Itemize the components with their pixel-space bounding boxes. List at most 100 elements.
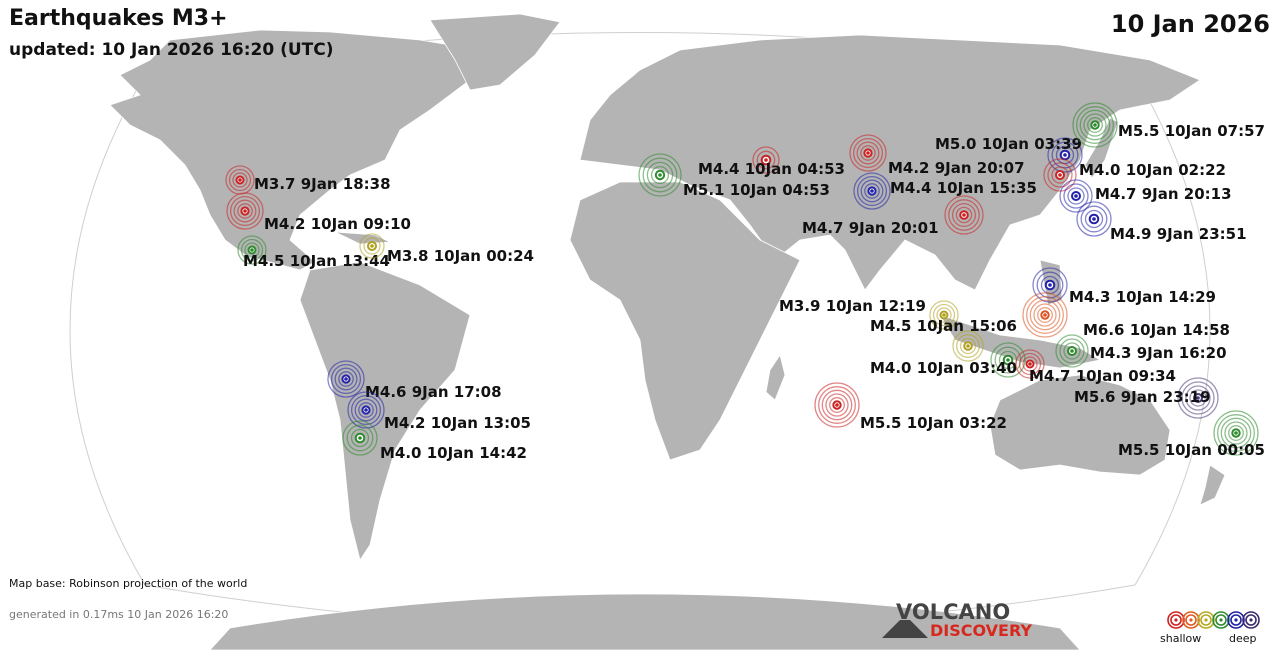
quake-marker[interactable]: M5.0 10Jan 03:39 (935, 135, 1083, 173)
quake-ring (814, 382, 860, 428)
quake-label: M4.2 10Jan 09:10 (264, 215, 411, 233)
quake-ring (818, 386, 856, 424)
quake-ring (944, 195, 984, 235)
quake-epicenter-dot (358, 436, 362, 440)
quake-ring (1015, 349, 1045, 379)
quake-ring (1063, 342, 1081, 360)
quake-ring (346, 424, 374, 452)
australia (989, 374, 1171, 476)
quake-ring (1177, 377, 1219, 419)
quake-epicenter-dot (250, 248, 254, 252)
quake-marker[interactable]: M4.7 9Jan 20:01 (802, 195, 984, 237)
earthquake-markers: M3.7 9Jan 18:38 M4.2 10Jan 09:10 M4.5 10Ja… (225, 102, 1265, 462)
quake-label: M5.5 10Jan 07:57 (1118, 122, 1265, 140)
quake-ring (229, 195, 261, 227)
quake-ring (932, 303, 956, 327)
quake-epicenter-dot (835, 403, 839, 407)
quake-marker[interactable]: M4.0 10Jan 02:22 (1043, 158, 1226, 192)
quake-epicenter-dot (1048, 283, 1052, 287)
quake-marker[interactable]: M5.5 10Jan 07:57 (1072, 102, 1265, 148)
quake-label: M4.3 10Jan 14:29 (1069, 288, 1216, 306)
quake-marker[interactable]: M4.0 10Jan 14:42 (342, 420, 527, 462)
quake-ring (358, 402, 374, 418)
quake-ring (642, 157, 678, 193)
quake-label: M4.0 10Jan 03:40 (870, 359, 1017, 377)
quake-marker[interactable]: M5.1 10Jan 04:53 (638, 153, 830, 199)
quake-marker[interactable]: M5.6 9Jan 23:19 (1074, 377, 1219, 419)
logo-volcano-text: VOLCANO (896, 600, 1011, 624)
quake-ring (1080, 205, 1108, 233)
quake-ring (330, 363, 362, 395)
map-base-note: Map base: Robinson projection of the wor… (9, 577, 248, 590)
quake-ring (1029, 299, 1061, 331)
greenland (429, 13, 561, 91)
quake-ring (952, 330, 984, 362)
quake-label: M5.6 9Jan 23:19 (1074, 388, 1211, 406)
legend-ring (1197, 611, 1215, 629)
quake-ring (1051, 141, 1079, 169)
quake-label: M5.5 10Jan 03:22 (860, 414, 1007, 432)
legend-dot (1189, 618, 1193, 622)
quake-ring (237, 235, 267, 265)
quake-marker[interactable]: M4.7 9Jan 20:13 (1059, 179, 1232, 213)
quake-ring (756, 150, 776, 170)
quake-ring (1059, 338, 1085, 364)
quake-ring (1022, 292, 1068, 338)
quake-ring (1220, 417, 1252, 449)
quake-marker[interactable]: M3.9 10Jan 12:19 (779, 297, 959, 330)
volcano-icon (882, 620, 928, 638)
quake-epicenter-dot (1043, 313, 1047, 317)
quake-ring (646, 161, 674, 189)
legend-dot (1249, 618, 1253, 622)
map-title: Earthquakes M3+ (9, 6, 228, 31)
quake-label: M4.2 10Jan 13:05 (384, 414, 531, 432)
quake-ring (853, 172, 891, 210)
quake-ring (959, 337, 977, 355)
quake-marker[interactable]: M3.8 10Jan 00:24 (359, 233, 534, 265)
quake-marker[interactable]: M4.5 10Jan 13:44 (237, 235, 390, 270)
quake-marker[interactable]: M4.4 10Jan 04:53 (698, 146, 845, 178)
quake-ring (338, 371, 354, 387)
quake-ring (244, 242, 260, 258)
legend-ring (1227, 611, 1245, 629)
quake-ring (1033, 303, 1057, 327)
quake-label: M6.6 10Jan 14:58 (1083, 321, 1230, 339)
africa (569, 181, 801, 461)
quake-label: M4.7 10Jan 09:34 (1029, 367, 1176, 385)
quake-marker[interactable]: M4.2 9Jan 20:07 (849, 134, 1025, 177)
quake-ring (1076, 106, 1114, 144)
quake-ring (1189, 389, 1207, 407)
quake-ring (864, 183, 880, 199)
quake-marker[interactable]: M4.2 10Jan 13:05 (347, 391, 531, 432)
quake-ring (829, 397, 845, 413)
quake-marker[interactable]: M6.6 10Jan 14:58 (1022, 292, 1230, 339)
quake-marker[interactable]: M4.3 10Jan 14:29 (1032, 267, 1216, 306)
quake-label: M4.6 9Jan 17:08 (365, 383, 502, 401)
quake-ring (1018, 352, 1042, 376)
quake-marker[interactable]: M3.7 9Jan 18:38 (225, 165, 391, 195)
quake-ring (856, 175, 888, 207)
quake-label: M4.3 9Jan 16:20 (1090, 344, 1227, 362)
quake-marker[interactable]: M4.5 10Jan 15:06 (870, 317, 1017, 362)
quake-label: M3.8 10Jan 00:24 (387, 247, 534, 265)
quake-ring (354, 398, 378, 422)
quake-epicenter-dot (1058, 173, 1062, 177)
quake-ring (936, 307, 952, 323)
quake-marker[interactable]: M4.4 10Jan 15:35 (853, 172, 1037, 210)
legend-ring (1182, 611, 1200, 629)
quake-marker[interactable]: M5.5 10Jan 00:05 (1118, 410, 1265, 459)
quake-marker[interactable]: M4.9 9Jan 23:51 (1076, 201, 1247, 243)
quake-ring (849, 134, 887, 172)
quake-ring (232, 172, 248, 188)
volcano-discovery-logo[interactable]: VOLCANO DISCOVERY (882, 602, 1032, 639)
quake-marker[interactable]: M5.5 10Jan 03:22 (814, 382, 1007, 432)
quake-ring (1084, 209, 1104, 229)
quake-marker[interactable]: M4.2 10Jan 09:10 (226, 192, 411, 233)
quake-label: M5.1 10Jan 04:53 (683, 181, 830, 199)
quake-ring (951, 202, 977, 228)
new-zealand (1199, 464, 1226, 506)
quake-marker[interactable]: M4.6 9Jan 17:08 (327, 360, 502, 401)
quake-marker[interactable]: M4.7 10Jan 09:34 (1015, 349, 1176, 385)
quake-ring (226, 192, 264, 230)
quake-marker[interactable]: M4.3 9Jan 16:20 (1055, 334, 1227, 368)
